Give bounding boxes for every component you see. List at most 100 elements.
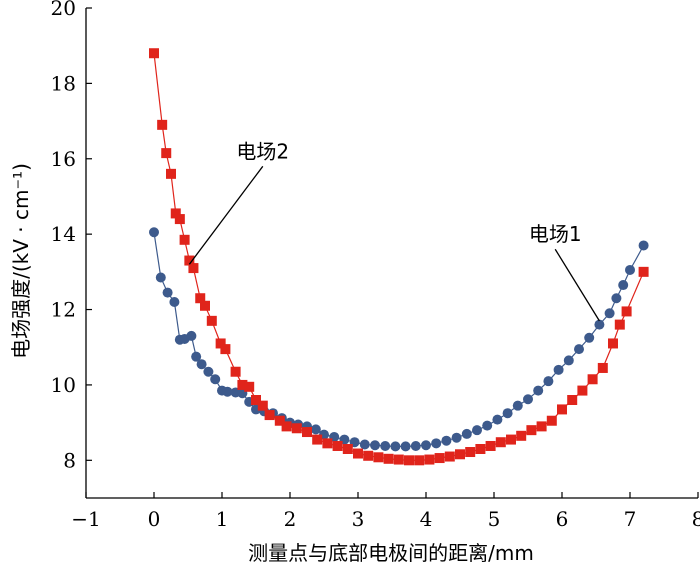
data-point: [291, 423, 302, 434]
y-tick-label: 10: [51, 373, 76, 397]
data-point: [390, 441, 401, 452]
data-point: [536, 421, 547, 432]
data-point: [166, 168, 176, 179]
data-point: [495, 437, 506, 448]
data-point: [546, 415, 557, 426]
data-point: [162, 287, 173, 298]
x-tick-label: 2: [284, 507, 297, 531]
series-layer: [149, 48, 649, 466]
data-point: [215, 338, 226, 349]
data-point: [312, 434, 323, 445]
data-point: [584, 332, 595, 343]
series-电场2: [149, 48, 649, 466]
data-point: [618, 280, 629, 291]
data-point: [222, 386, 233, 397]
data-point: [281, 421, 292, 432]
data-point: [485, 440, 496, 451]
data-point: [424, 454, 435, 465]
data-point: [502, 408, 513, 419]
data-point: [179, 234, 190, 245]
x-tick-label: 0: [148, 507, 161, 531]
data-point: [393, 454, 404, 465]
data-point: [614, 319, 625, 330]
data-point: [482, 420, 493, 431]
data-point: [475, 444, 486, 454]
data-point: [196, 359, 207, 370]
x-tick-label: 5: [488, 507, 501, 531]
data-point: [543, 376, 554, 387]
data-point: [188, 263, 199, 274]
data-point: [533, 385, 544, 396]
data-point: [472, 425, 482, 436]
data-point: [523, 394, 533, 405]
data-point: [195, 293, 206, 304]
y-tick-label: 16: [51, 147, 76, 171]
x-tick-label: −1: [71, 507, 100, 531]
data-point: [170, 208, 181, 219]
data-point: [230, 366, 241, 377]
data-point: [597, 362, 608, 373]
data-point: [431, 438, 442, 449]
data-point: [638, 240, 649, 251]
data-point: [169, 297, 180, 307]
data-point: [200, 300, 210, 311]
annotation-leader: [554, 248, 600, 322]
data-point: [157, 119, 168, 130]
data-point: [380, 440, 391, 451]
data-point: [370, 440, 380, 451]
annotation-label: 电场1: [529, 222, 582, 246]
data-point: [410, 440, 421, 451]
data-point: [400, 441, 411, 452]
x-tick-label: 6: [556, 507, 569, 531]
x-tick-label: 4: [420, 507, 433, 531]
series-line: [153, 232, 645, 447]
data-point: [264, 410, 275, 421]
y-tick-label: 12: [51, 298, 76, 322]
data-point: [608, 338, 618, 349]
data-point: [257, 400, 268, 411]
y-tick-label: 8: [63, 448, 76, 472]
data-point: [373, 452, 384, 463]
data-point: [210, 374, 221, 385]
data-point: [359, 439, 370, 450]
data-point: [342, 444, 353, 454]
data-point: [414, 455, 425, 466]
data-point: [184, 255, 195, 266]
data-point: [149, 48, 159, 59]
data-point: [553, 364, 564, 375]
data-point: [251, 395, 261, 405]
data-point: [203, 366, 214, 377]
data-point: [363, 450, 374, 461]
data-point: [322, 438, 333, 449]
data-point: [506, 434, 516, 445]
data-point: [186, 330, 197, 341]
data-point: [574, 344, 584, 355]
data-point: [421, 440, 431, 451]
data-point: [465, 447, 476, 458]
data-point: [563, 355, 574, 366]
annotation-label: 电场2: [236, 139, 289, 163]
data-point: [587, 374, 598, 385]
annotation-leader: [188, 165, 264, 265]
data-point: [621, 306, 632, 317]
x-tick-label: 7: [624, 507, 637, 531]
data-point: [567, 395, 578, 405]
x-tick-label: 1: [216, 507, 229, 531]
data-point: [332, 440, 343, 451]
data-point: [302, 427, 312, 438]
data-point: [161, 148, 172, 159]
annotation-layer: 电场1 电场2: [188, 139, 600, 322]
data-point: [577, 385, 588, 396]
data-point: [638, 266, 649, 277]
series-电场1: [149, 227, 649, 452]
data-point: [512, 400, 523, 411]
data-point: [237, 379, 248, 390]
data-point: [310, 424, 321, 435]
data-point: [274, 415, 285, 426]
data-point: [174, 214, 185, 225]
data-point: [434, 453, 445, 464]
data-point: [155, 272, 166, 283]
data-point: [604, 308, 615, 319]
data-point: [149, 227, 159, 238]
